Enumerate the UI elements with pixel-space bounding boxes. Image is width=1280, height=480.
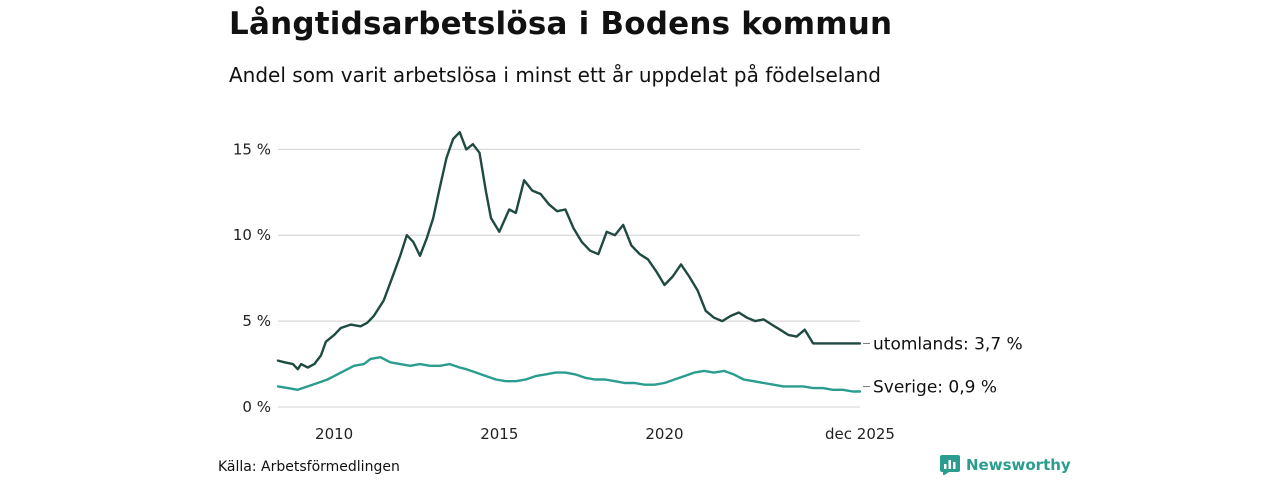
brand[interactable]: Newsworthy [940,455,1071,475]
y-tick-label: 10 % [233,226,271,244]
chart-title: Långtidsarbetslösa i Bodens kommun [229,6,893,42]
brand-name: Newsworthy [966,456,1071,474]
x-tick-label: dec 2025 [825,425,895,443]
end-label-sverige: Sverige: 0,9 % [873,378,997,398]
y-tick-label: 5 % [242,312,271,330]
series-line-utomlands [276,130,862,371]
series-line-sverige [276,356,862,393]
x-tick-label: 2010 [315,425,353,443]
y-tick-label: 0 % [242,398,271,416]
newsworthy-logo-icon [940,455,960,475]
end-label-utomlands: utomlands: 3,7 % [873,334,1023,354]
x-tick-label: 2015 [480,425,518,443]
chart-subtitle: Andel som varit arbetslösa i minst ett å… [229,63,881,87]
x-tick-label: 2020 [645,425,683,443]
y-tick-label: 15 % [233,140,271,158]
source-note: Källa: Arbetsförmedlingen [218,459,400,475]
